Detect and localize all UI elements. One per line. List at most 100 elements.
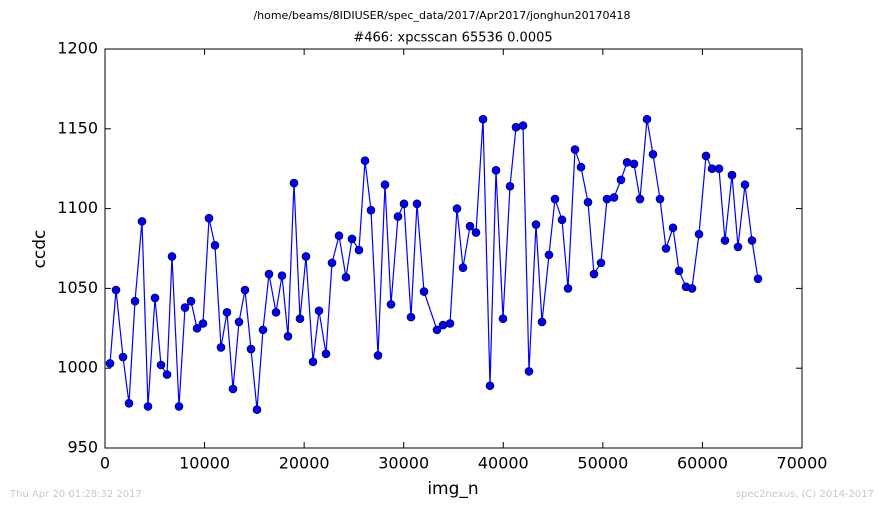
data-line <box>109 119 759 410</box>
data-point <box>655 194 665 204</box>
data-point <box>216 343 226 352</box>
data-point <box>557 215 567 225</box>
data-point <box>576 162 586 172</box>
data-point <box>150 293 160 303</box>
data-point <box>228 384 238 394</box>
x-tick-label: 30000 <box>378 454 429 473</box>
data-point <box>118 352 128 362</box>
data-point <box>180 303 190 312</box>
data-point <box>635 194 645 204</box>
data-point <box>137 217 147 226</box>
y-tick-label: 1150 <box>57 118 98 137</box>
data-point <box>518 121 528 130</box>
y-axis-label: ccdc <box>30 230 50 269</box>
data-point <box>616 175 626 185</box>
x-axis-label: img_n <box>427 479 478 499</box>
x-tick-label: 10000 <box>179 454 230 473</box>
data-point <box>341 272 351 282</box>
data-point <box>295 314 305 324</box>
data-point <box>740 180 750 189</box>
data-point <box>347 234 357 244</box>
data-point <box>360 156 370 166</box>
data-point <box>491 165 501 175</box>
data-point <box>458 263 468 272</box>
data-point <box>412 199 422 209</box>
x-tick-label: 60000 <box>677 454 728 473</box>
data-point <box>252 405 262 414</box>
data-point <box>143 402 153 411</box>
data-point <box>471 228 481 237</box>
data-point <box>373 351 383 360</box>
data-point <box>596 258 606 268</box>
plot-frame <box>104 48 803 449</box>
data-point <box>727 170 737 180</box>
data-point <box>393 212 403 221</box>
data-point <box>277 271 287 280</box>
data-point <box>747 236 757 245</box>
data-point <box>156 360 166 370</box>
data-point <box>283 331 293 341</box>
data-point <box>327 258 337 268</box>
data-point <box>240 285 250 295</box>
data-point <box>629 159 639 169</box>
data-point <box>570 145 580 154</box>
data-point <box>609 193 619 202</box>
data-point <box>668 223 678 233</box>
data-point <box>674 266 684 276</box>
data-point <box>714 164 724 173</box>
data-point <box>192 323 202 333</box>
data-point <box>694 229 704 239</box>
footer-left: Thu Apr 20 01:28:32 2017 <box>9 489 142 500</box>
data-point <box>701 151 711 161</box>
data-point <box>124 399 134 408</box>
data-point <box>419 287 429 296</box>
data-point <box>537 317 547 327</box>
data-point <box>661 244 671 253</box>
data-point <box>485 381 495 391</box>
x-tick-label: 70000 <box>777 454 828 473</box>
data-point <box>505 181 515 191</box>
data-point <box>720 236 730 245</box>
data-point <box>399 199 409 209</box>
data-point <box>174 402 184 411</box>
chart-title: #466: xpcsscan 65536 0.0005 <box>353 31 552 46</box>
data-point <box>271 308 281 317</box>
data-point <box>234 317 244 327</box>
data-point <box>366 205 376 215</box>
data-point <box>642 114 652 124</box>
data-point <box>583 197 593 207</box>
data-point <box>162 370 172 379</box>
data-point <box>589 269 599 279</box>
data-point <box>111 285 121 295</box>
data-point <box>167 252 177 261</box>
data-point <box>602 194 612 204</box>
data-point <box>380 180 390 189</box>
data-point <box>186 296 196 306</box>
y-tick-label: 1200 <box>57 39 98 58</box>
x-tick-label: 20000 <box>279 454 330 473</box>
data-point <box>445 319 455 328</box>
data-point <box>258 325 268 335</box>
y-tick-label: 1100 <box>57 198 98 217</box>
data-point <box>222 308 232 317</box>
data-point <box>753 274 763 284</box>
header: /home/beams/8IDIUSER/spec_data/2017/Apr2… <box>253 9 630 22</box>
data-point <box>544 250 554 260</box>
data-point <box>289 178 299 188</box>
data-point <box>130 296 140 306</box>
data-point <box>210 241 220 250</box>
data-point <box>438 320 448 330</box>
data-point <box>386 300 396 309</box>
data-point <box>524 367 534 376</box>
y-tick-label: 1000 <box>57 358 98 377</box>
data-point <box>204 213 214 223</box>
data-point <box>452 204 462 213</box>
data-point <box>432 325 442 335</box>
data-point <box>622 158 632 167</box>
data-point <box>550 194 560 204</box>
footer-right: spec2nexus, (C) 2014-2017 <box>736 489 874 500</box>
data-point <box>354 245 364 255</box>
data-point <box>478 114 488 124</box>
data-point <box>733 242 743 252</box>
